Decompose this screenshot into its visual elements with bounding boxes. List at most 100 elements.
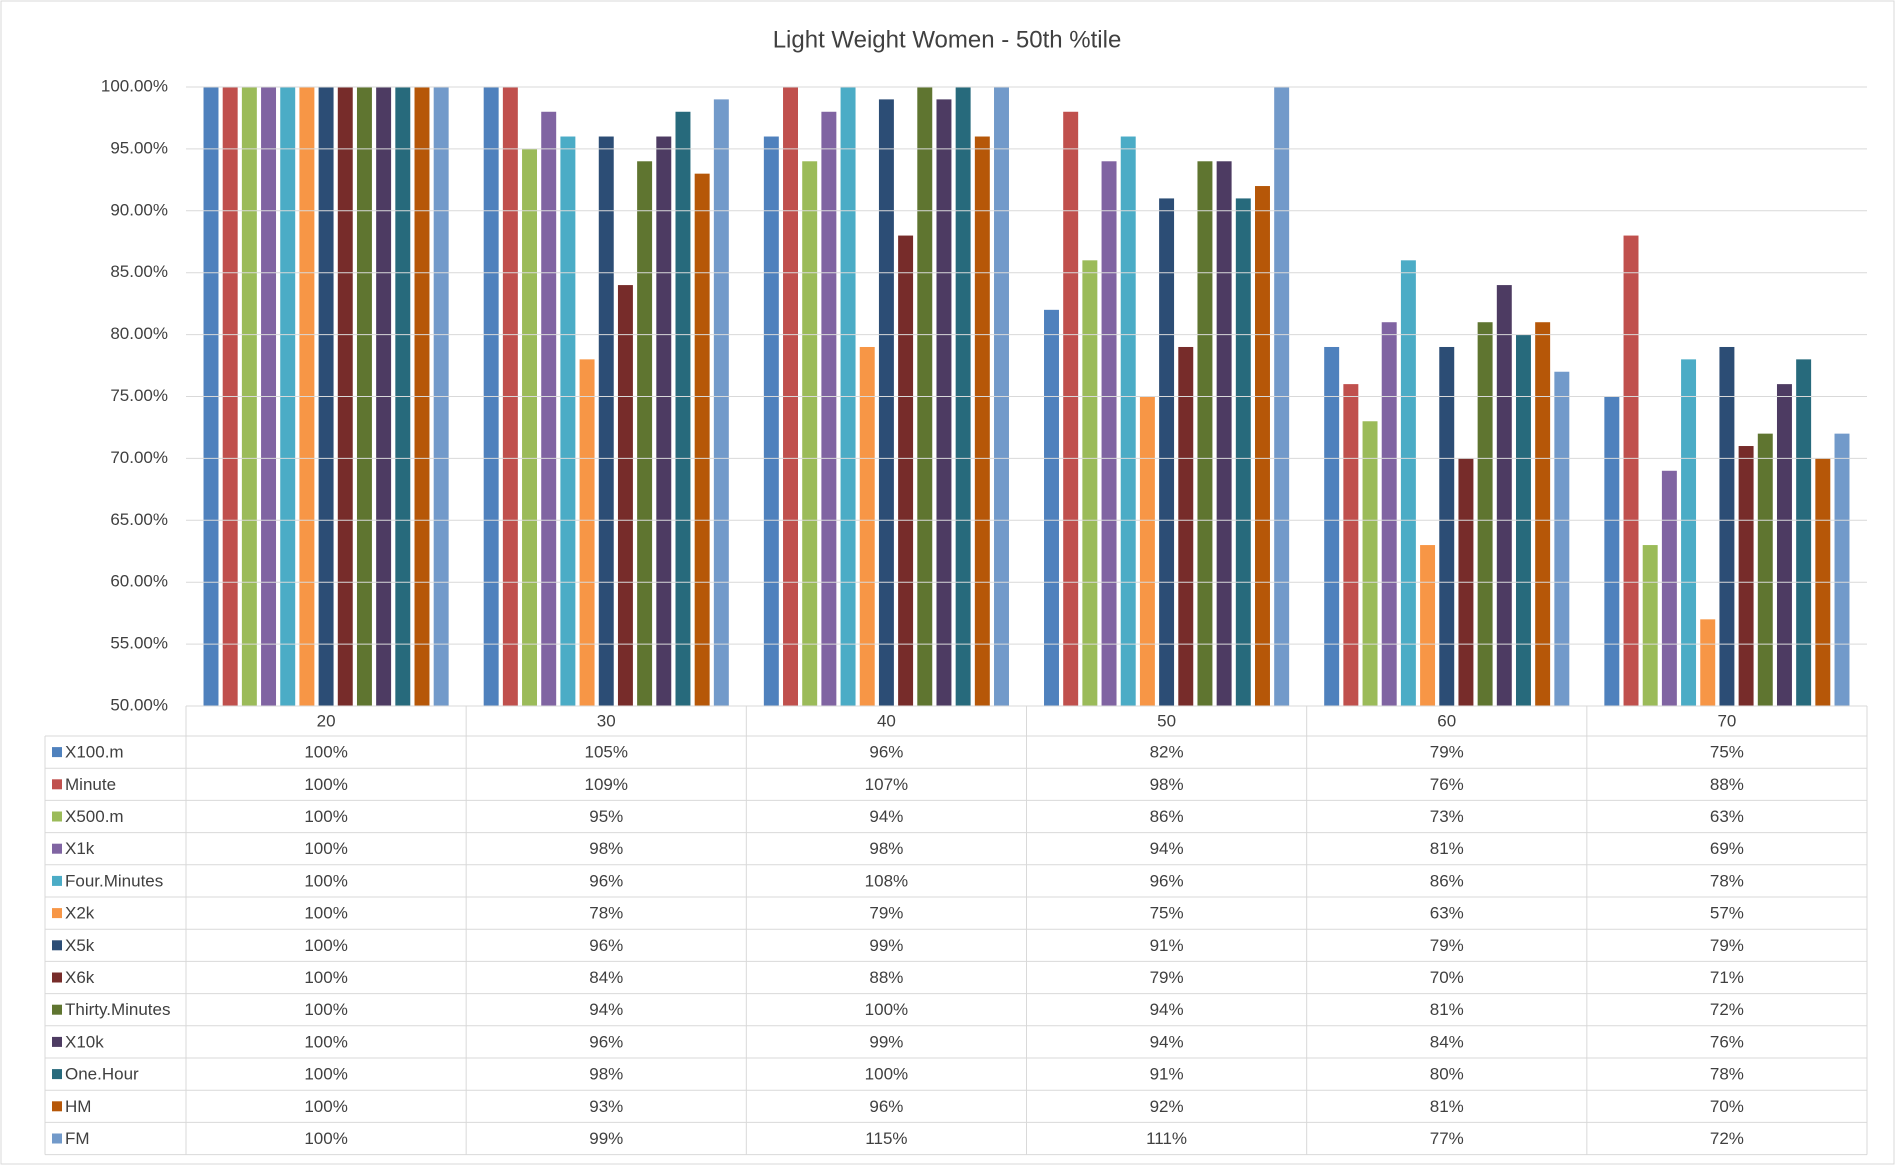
bar — [1623, 235, 1639, 706]
legend-label: Minute — [65, 775, 116, 794]
table-value: 96% — [589, 936, 623, 955]
bar — [1044, 309, 1059, 706]
legend-label: X2k — [65, 904, 95, 923]
table-value: 79% — [1710, 936, 1744, 955]
table-value: 72% — [1710, 1000, 1744, 1019]
table-value: 57% — [1710, 904, 1744, 923]
table-value: 100% — [304, 839, 347, 858]
table-value: 75% — [1710, 743, 1744, 762]
table-value: 81% — [1430, 839, 1464, 858]
bar — [1439, 346, 1455, 706]
table-value: 100% — [304, 743, 347, 762]
table-value: 98% — [869, 839, 903, 858]
table-value: 73% — [1430, 807, 1464, 826]
table-value: 100% — [304, 1065, 347, 1084]
table-value: 100% — [304, 904, 347, 923]
table-value: 82% — [1150, 743, 1184, 762]
table-value: 96% — [589, 871, 623, 890]
y-tick-label: 75.00% — [110, 386, 168, 405]
table-value: 70% — [1430, 968, 1464, 987]
table-value: 93% — [589, 1097, 623, 1116]
bar — [1496, 285, 1512, 706]
x-tick-label: 40 — [877, 711, 896, 730]
legend-label: FM — [65, 1129, 90, 1148]
table-value: 105% — [585, 743, 628, 762]
bar — [579, 359, 595, 706]
table-value: 81% — [1430, 1097, 1464, 1116]
legend-key — [52, 1004, 62, 1015]
table-value: 111% — [1146, 1129, 1187, 1148]
table-value: 75% — [1150, 904, 1184, 923]
legend-label: X6k — [65, 968, 95, 987]
bar — [1400, 260, 1416, 706]
bar — [1159, 198, 1175, 707]
legend-label: X10k — [65, 1032, 104, 1051]
legend-label: Thirty.Minutes — [65, 1000, 171, 1019]
bar — [1834, 433, 1850, 706]
bar — [1082, 260, 1098, 706]
legend-key — [52, 779, 62, 790]
bar — [1274, 87, 1290, 706]
table-value: 84% — [1430, 1032, 1464, 1051]
bar — [1178, 346, 1194, 706]
bar — [1235, 198, 1251, 707]
table-value: 88% — [1710, 775, 1744, 794]
y-tick-label: 85.00% — [110, 262, 168, 281]
table-value: 78% — [1710, 1065, 1744, 1084]
table-value: 70% — [1710, 1097, 1744, 1116]
bar — [694, 173, 710, 706]
table-value: 81% — [1430, 1000, 1464, 1019]
table-value: 76% — [1430, 775, 1464, 794]
legend-label: X5k — [65, 936, 95, 955]
table-value: 94% — [1150, 1032, 1184, 1051]
x-tick-label: 20 — [317, 711, 336, 730]
bar — [1796, 359, 1812, 706]
table-value: 109% — [585, 775, 628, 794]
table-value: 86% — [1150, 807, 1184, 826]
bar — [541, 111, 557, 706]
table-value: 79% — [869, 904, 903, 923]
table-value: 100% — [304, 775, 347, 794]
table-value: 95% — [589, 807, 623, 826]
bar — [1197, 161, 1213, 706]
table-value: 79% — [1430, 936, 1464, 955]
table-value: 99% — [869, 936, 903, 955]
legend-key — [52, 811, 62, 822]
bar — [483, 87, 499, 707]
bar — [878, 99, 894, 706]
table-value: 108% — [865, 871, 908, 890]
x-tick-label: 30 — [597, 711, 616, 730]
table-value: 79% — [1430, 743, 1464, 762]
bar — [783, 87, 798, 706]
y-tick-label: 50.00% — [110, 695, 168, 714]
y-tick-label: 95.00% — [110, 138, 168, 157]
table-value: 100% — [304, 936, 347, 955]
bar — [713, 99, 729, 706]
legend-key — [52, 908, 62, 919]
bar — [637, 161, 653, 706]
table-value: 98% — [589, 1065, 623, 1084]
legend-key — [52, 972, 62, 983]
bar — [802, 161, 818, 706]
table-value: 96% — [1150, 871, 1184, 890]
legend-label: Four.Minutes — [65, 871, 163, 890]
bar — [1554, 371, 1570, 706]
table-value: 100% — [304, 1000, 347, 1019]
table-value: 91% — [1150, 936, 1184, 955]
table-value: 94% — [589, 1000, 623, 1019]
table-value: 96% — [869, 743, 903, 762]
table-value: 107% — [865, 775, 908, 794]
bar — [1661, 470, 1677, 706]
bar — [974, 136, 990, 706]
table-value: 84% — [589, 968, 623, 987]
table-value: 72% — [1710, 1129, 1744, 1148]
bar — [522, 148, 538, 706]
y-tick-label: 70.00% — [110, 448, 168, 467]
table-value: 115% — [865, 1129, 907, 1148]
legend-key — [52, 747, 62, 758]
bar — [763, 136, 779, 706]
bar — [1216, 161, 1232, 706]
bar — [1343, 384, 1359, 706]
